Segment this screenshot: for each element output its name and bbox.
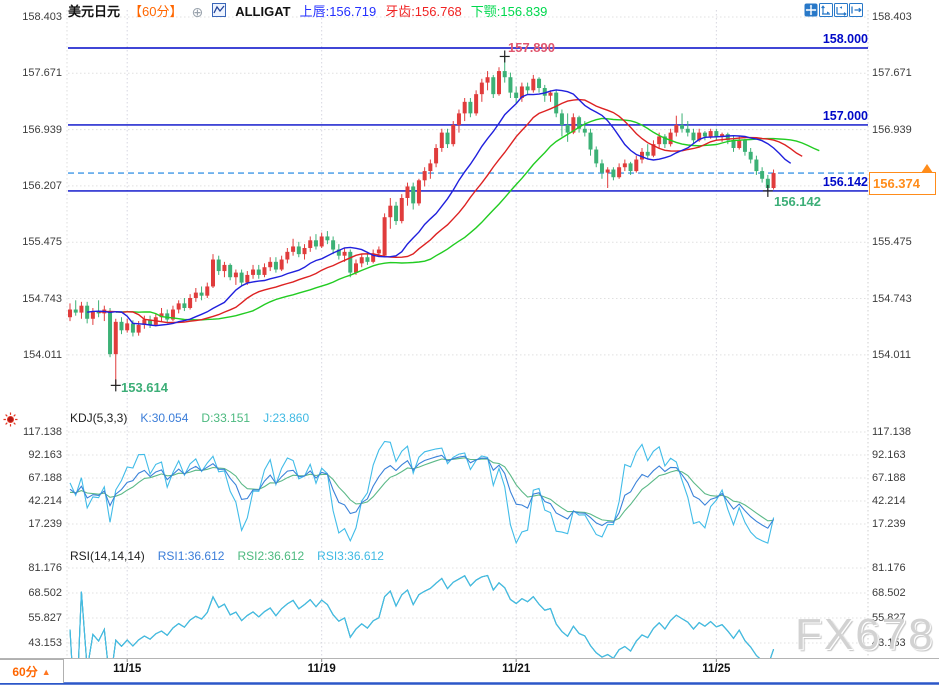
watermark: FX678 bbox=[795, 610, 935, 659]
timeframe-selector-arrow-icon: ▲ bbox=[41, 666, 51, 677]
rsi-header: RSI(14,14,14) RSI1:36.612 RSI2:36.612 RS… bbox=[70, 549, 384, 564]
rsi1-line bbox=[69, 574, 775, 658]
x-axis-zoom-icon[interactable] bbox=[834, 3, 848, 17]
kdj-j-value: J:23.860 bbox=[263, 411, 310, 425]
chart-header: 美元日元 【60分】 ⊕ ALLIGAT 上唇:156.719 牙齿:156.7… bbox=[68, 3, 547, 21]
exit-chart-icon[interactable] bbox=[849, 3, 863, 17]
current-price-value: 156.374 bbox=[873, 176, 920, 192]
low-annotation: 153.614 bbox=[121, 380, 168, 396]
indicator-chart-icon bbox=[212, 3, 227, 21]
rsi-title[interactable]: RSI(14,14,14) bbox=[70, 549, 145, 563]
rsi-panel bbox=[69, 574, 775, 658]
alligator-jaw-value: 下颚:156.839 bbox=[470, 4, 548, 19]
alligator-lips-value: 上唇:156.719 bbox=[299, 4, 377, 19]
timeframe-label[interactable]: 【60分】 bbox=[129, 4, 183, 19]
price-up-arrow-icon bbox=[921, 164, 933, 174]
high-annotation: 157.890 bbox=[508, 40, 555, 56]
recent-low-annotation: 156.142 bbox=[774, 193, 821, 209]
chart-toolbar bbox=[804, 3, 863, 17]
indicator-name[interactable]: ALLIGAT bbox=[235, 4, 291, 19]
pan-icon[interactable] bbox=[804, 3, 818, 17]
kdj-d-line bbox=[69, 457, 774, 522]
rsi1-value: RSI1:36.612 bbox=[157, 549, 225, 563]
kdj-title[interactable]: KDJ(5,3,3) bbox=[70, 411, 128, 425]
alligator-jaw-line bbox=[115, 117, 820, 321]
alligator-lips-line bbox=[87, 89, 792, 327]
kdj-k-line bbox=[69, 454, 775, 529]
timeframe-selector[interactable]: 60分 ▲ bbox=[0, 659, 64, 683]
alligator-teeth-line bbox=[98, 98, 803, 324]
timeframe-selector-label: 60分 bbox=[12, 665, 38, 679]
indicator-settings-sun-icon[interactable] bbox=[3, 412, 18, 427]
rsi3-line bbox=[69, 574, 775, 658]
rsi2-line bbox=[69, 574, 775, 658]
alligator-teeth-value: 牙齿:156.768 bbox=[385, 4, 462, 19]
link-icon[interactable]: ⊕ bbox=[191, 4, 204, 20]
symbol-title: 美元日元 bbox=[68, 4, 121, 19]
kdj-d-value: D:33.151 bbox=[201, 411, 251, 425]
rsi2-value: RSI2:36.612 bbox=[237, 549, 305, 563]
y-axis-zoom-icon[interactable] bbox=[819, 3, 833, 17]
kdj-k-value: K:30.054 bbox=[140, 411, 189, 425]
price-panel bbox=[68, 47, 868, 386]
kdj-panel bbox=[69, 440, 775, 545]
current-price-box: 156.374 bbox=[869, 172, 936, 196]
kdj-header: KDJ(5,3,3) K:30.054 D:33.151 J:23.860 bbox=[70, 411, 309, 426]
rsi3-value: RSI3:36.612 bbox=[317, 549, 384, 563]
kdj-j-line bbox=[69, 440, 775, 545]
